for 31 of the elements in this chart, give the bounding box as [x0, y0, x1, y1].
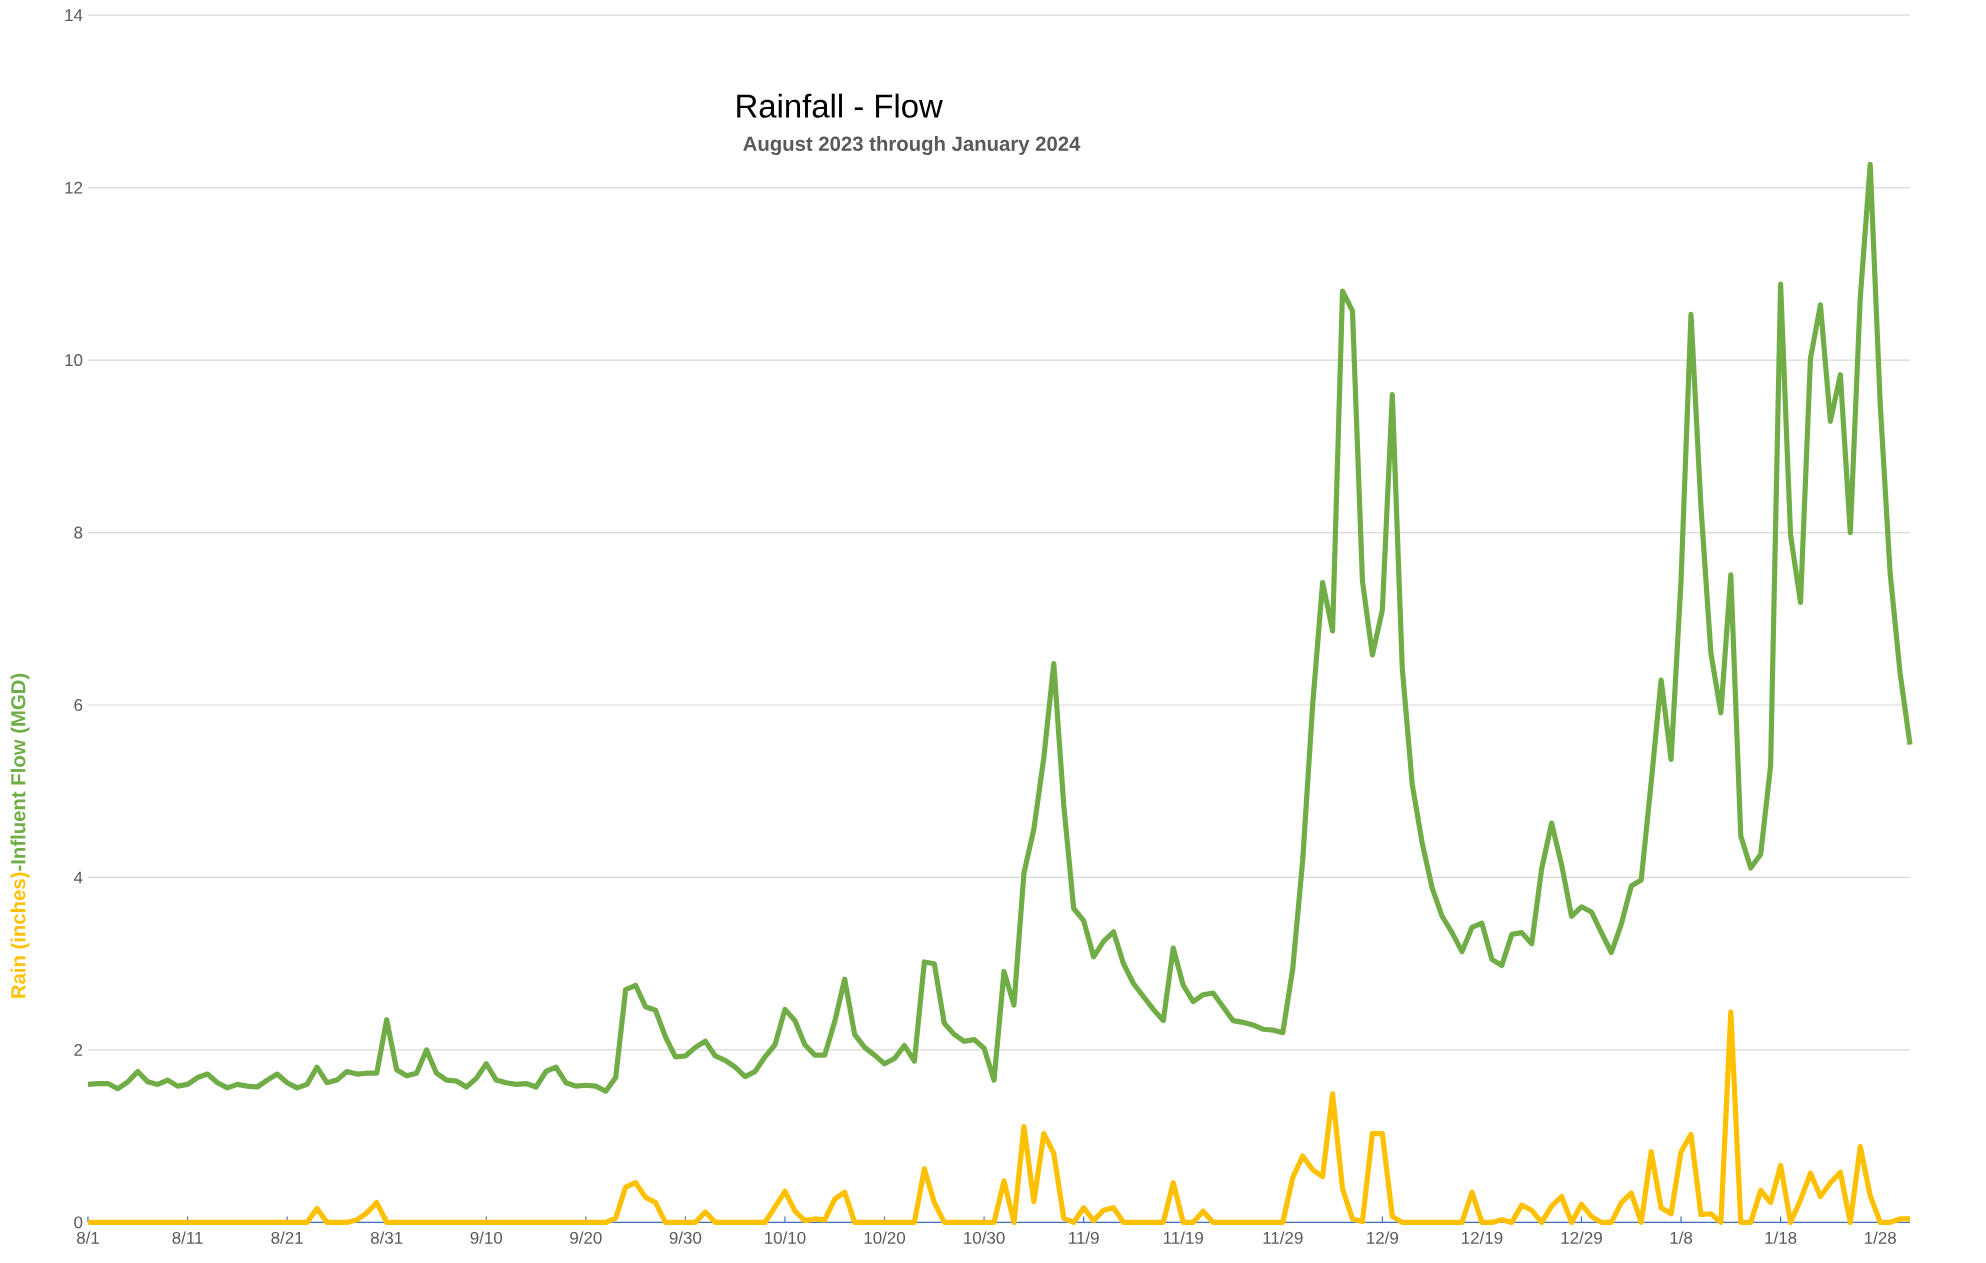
x-tick-label: 9/30: [669, 1231, 702, 1244]
y-tick-label: 14: [65, 9, 83, 21]
y-tick-label: 0: [74, 1216, 83, 1229]
x-tick-label: 1/8: [1670, 1231, 1693, 1244]
y-tick-label: 6: [74, 699, 83, 711]
x-tick-label: 10/10: [765, 1231, 806, 1244]
y-tick-label: 2: [74, 1044, 83, 1056]
x-tick-label: 8/1: [76, 1231, 99, 1244]
x-tick-label: 10/30: [964, 1231, 1005, 1244]
x-tick-label: 8/31: [370, 1231, 403, 1244]
x-tick-label: 12/9: [1367, 1231, 1399, 1244]
text: August 2023 through January 2024: [743, 136, 1081, 156]
x-tick-label: 1/28: [1864, 1231, 1896, 1244]
x-tick-label: 11/29: [1263, 1231, 1303, 1244]
text: Rainfall - Flow: [737, 93, 943, 118]
y-tick-label: 4: [73, 871, 83, 884]
x-tick-label: 12/19: [1462, 1231, 1503, 1244]
y-tick-label: 8: [74, 526, 83, 539]
x-tick-label: 8/21: [271, 1231, 303, 1244]
x-tick-label: 1/18: [1765, 1231, 1797, 1244]
text: Rain (inches): [10, 872, 30, 998]
x-tick-label: 9/20: [570, 1231, 602, 1244]
x-tick-label: 9/10: [470, 1231, 503, 1244]
x-tick-label: 11/9: [1069, 1231, 1099, 1244]
text: -Influent Flow (MGD): [10, 673, 30, 871]
x-tick-label: 12/29: [1561, 1231, 1602, 1244]
y-tick-label: 12: [65, 181, 83, 194]
x-tick-label: 10/20: [864, 1231, 906, 1244]
x-tick-label: 11/19: [1163, 1231, 1203, 1244]
x-tick-label: 8/11: [172, 1231, 203, 1244]
y-tick-label: 10: [65, 354, 83, 367]
